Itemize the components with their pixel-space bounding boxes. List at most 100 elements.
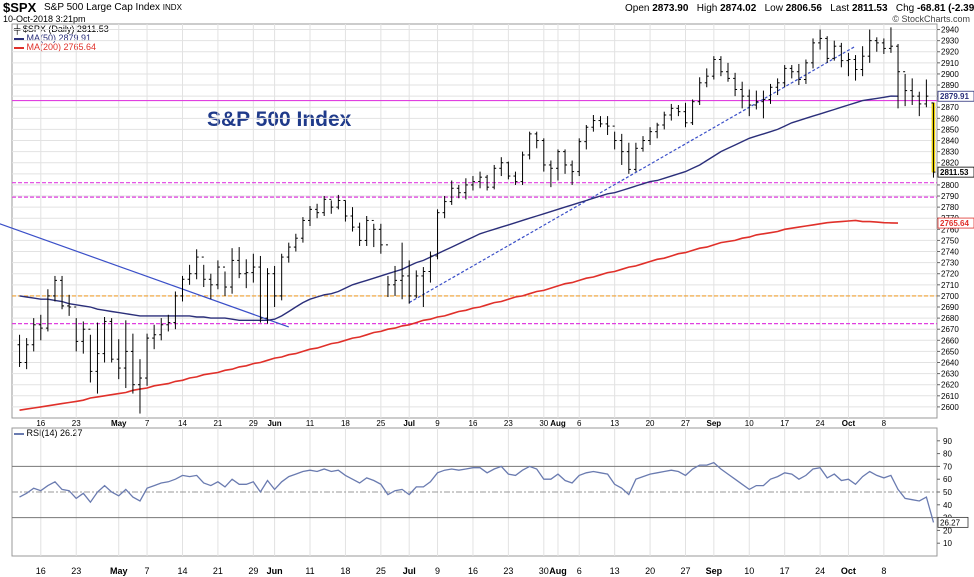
rsi-date-label: 23 (71, 566, 81, 576)
chart-header: $SPX S&P 500 Large Cap Index INDX 10-Oct… (0, 0, 974, 24)
ohlc-bar (803, 59, 808, 84)
ohlc-bar (393, 265, 398, 296)
ohlc-bar (350, 207, 355, 232)
ohlc-bar (640, 136, 645, 152)
rsi-date-label: Sep (706, 566, 723, 576)
price-tick-label: 2760 (941, 225, 959, 234)
ohlc-bar (222, 266, 227, 296)
rsi-tick-label: 40 (943, 501, 952, 510)
ohlc-bar (768, 83, 773, 104)
index-name: S&P 500 Large Cap Index INDX (44, 2, 182, 13)
legend-price: ╪ $SPX (Daily) 2811.53 (14, 24, 109, 34)
ohlc-bar (201, 256, 206, 288)
ohlc-bar (159, 318, 164, 341)
rsi-date-label: Jul (403, 566, 416, 576)
ohlc-bar (286, 242, 291, 263)
price-tick-label: 2890 (941, 81, 959, 90)
rsi-tick-label: 70 (943, 462, 952, 471)
price-tick-label: 2780 (941, 203, 959, 212)
date-label: Aug (550, 419, 566, 428)
date-label: 18 (341, 419, 350, 428)
ohlc-bar (378, 223, 383, 254)
ohlc-bar (130, 333, 135, 394)
ohlc-bar (839, 42, 844, 68)
date-label: 11 (306, 419, 315, 428)
ohlc-bar (74, 306, 79, 352)
date-label: 8 (882, 419, 887, 428)
price-tick-label: 2600 (941, 403, 959, 412)
date-label: Jul (403, 419, 415, 428)
rsi-line (19, 461, 935, 523)
symbol: $SPX (3, 0, 37, 15)
ohlc-bar (676, 105, 681, 117)
price-tick-label: 2840 (941, 137, 959, 146)
ohlc-bar (17, 334, 22, 367)
price-tick-label: 2640 (941, 359, 959, 368)
ohlc-bar (251, 253, 256, 283)
price-tick-label: 2710 (941, 281, 959, 290)
rsi-date-label: 21 (213, 566, 223, 576)
value-label-box (937, 90, 974, 102)
ohlc-bar (371, 219, 376, 248)
price-tick-label: 2690 (941, 303, 959, 312)
ohlc-bar (910, 78, 915, 106)
ohlc-bar (747, 89, 752, 117)
rsi-date-label: 9 (435, 566, 440, 576)
ohlc-bar (492, 164, 497, 190)
rsi-date-label: 27 (680, 566, 690, 576)
ohlc-bar (187, 264, 192, 285)
ohlc-bar (591, 115, 596, 132)
ohlc-bar (577, 138, 582, 177)
date-label: 14 (178, 419, 187, 428)
ohlc-bar (180, 275, 185, 302)
ohlc-bar (818, 29, 823, 50)
price-tick-label: 2910 (941, 59, 959, 68)
ohlc-bar (385, 244, 390, 298)
ohlc-bar (761, 90, 766, 119)
ohlc-bar (414, 270, 419, 299)
ohlc-bar (463, 178, 468, 200)
price-legend-icon: ╪ (14, 24, 21, 34)
ohlc-bar (329, 198, 334, 214)
ohlc-bar (917, 91, 922, 117)
ma200-legend-icon (14, 46, 24, 49)
ohlc-bar (95, 322, 100, 394)
price-tick-label: 2870 (941, 103, 959, 112)
legend-rsi: RSI(14) 26.27 (14, 428, 83, 438)
ohlc-bar (867, 29, 872, 63)
date-label: Jun (267, 419, 281, 428)
ohlc-bar (718, 56, 723, 77)
ohlc-bar (152, 324, 157, 350)
price-tick-label: 2800 (941, 181, 959, 190)
ohlc-bar (308, 206, 313, 226)
ohlc-bar (102, 317, 107, 363)
ohlc-bar (31, 318, 36, 352)
date-label: 7 (145, 419, 150, 428)
date-label: Oct (842, 419, 856, 428)
date-label: 20 (646, 419, 655, 428)
trendline (408, 45, 856, 304)
ohlc-bar (67, 294, 72, 316)
price-tick-label: 2930 (941, 37, 959, 46)
ohlc-bar (442, 196, 447, 219)
rsi-date-label: 8 (881, 566, 886, 576)
ohlc-bar (272, 265, 277, 308)
rsi-date-label: 11 (305, 566, 314, 576)
price-tick-label: 2830 (941, 148, 959, 157)
price-tick-label: 2850 (941, 125, 959, 134)
date-label: 16 (469, 419, 478, 428)
rsi-date-label: 24 (815, 566, 825, 576)
ohlc-bar (733, 72, 738, 97)
ma50-legend-icon (14, 37, 24, 40)
ohlc-bar (265, 268, 270, 324)
date-label: Sep (706, 419, 721, 428)
price-tick-label: 2610 (941, 392, 959, 401)
ohlc-bar (619, 133, 624, 165)
ohlc-bar (697, 77, 702, 106)
ohlc-bar (166, 314, 171, 332)
ohlc-bar (711, 56, 716, 80)
ohlc-bar (888, 27, 893, 53)
ohlc-bar (208, 273, 213, 300)
ohlc-bar (88, 328, 93, 383)
